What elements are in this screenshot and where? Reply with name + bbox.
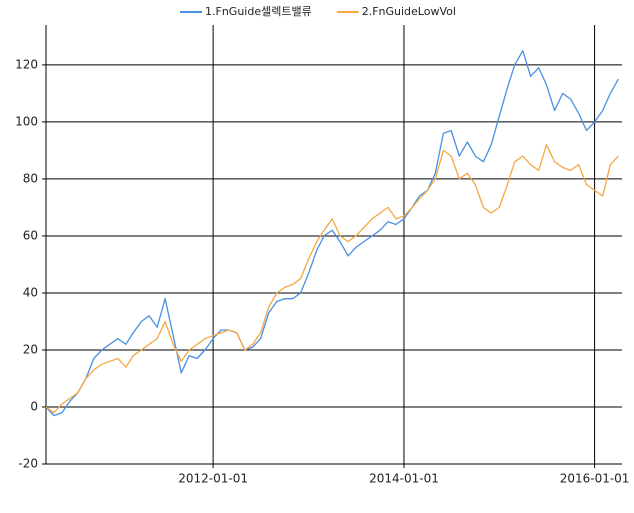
y-tick-label: 40 (23, 285, 38, 299)
y-tick-label: 80 (23, 171, 38, 185)
legend-label: 2.FnGuideLowVol (362, 5, 456, 18)
y-tick-label: 60 (23, 228, 38, 242)
y-tick-label: -20 (18, 457, 38, 471)
series-line (45, 144, 619, 414)
legend: 1.FnGuide셀렉트밸류 2.FnGuideLowVol (180, 5, 456, 18)
y-tick-label: 0 (30, 399, 38, 413)
y-tick-label: 120 (15, 57, 38, 71)
y-tick-label: 20 (23, 342, 38, 356)
series-line (45, 50, 619, 417)
legend-label: 1.FnGuide셀렉트밸류 (205, 5, 312, 18)
x-tick-label: 2012-01-01 (178, 472, 248, 486)
x-tick-label: 2016-01-01 (560, 472, 630, 486)
x-tick-label: 2014-01-01 (369, 472, 439, 486)
y-tick-label: 100 (15, 114, 38, 128)
